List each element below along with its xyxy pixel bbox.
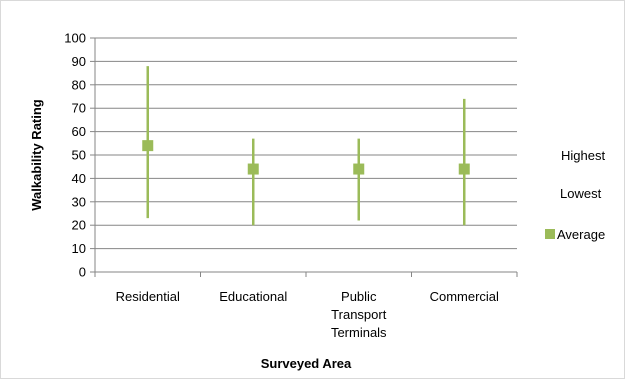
gridlines <box>95 37 517 250</box>
x-tick-label: Commercial <box>430 289 499 304</box>
y-tick-label: 0 <box>79 265 86 280</box>
x-tick-label: Public Transport Terminals <box>331 289 387 340</box>
y-tick-label: 60 <box>72 124 86 139</box>
average-marker <box>142 140 154 152</box>
y-tick-label: 100 <box>64 31 86 46</box>
data-marks <box>142 66 470 226</box>
y-tick-label: 30 <box>72 194 86 209</box>
y-tick-labels: 0 10 20 30 40 50 60 70 80 90 100 <box>64 31 86 280</box>
y-tick-label: 90 <box>72 54 86 69</box>
x-tick-label: Residential <box>116 289 180 304</box>
y-tick-label: 40 <box>72 171 86 186</box>
legend: Highest Lowest Average <box>545 148 605 242</box>
x-tick-label: Educational <box>219 289 287 304</box>
y-tick-label: 70 <box>72 101 86 116</box>
average-marker <box>247 163 259 175</box>
legend-item-average: Average <box>557 227 605 242</box>
y-tick-label: 20 <box>72 218 86 233</box>
legend-item-lowest: Lowest <box>560 186 602 201</box>
average-marker <box>458 163 470 175</box>
y-tick-label: 10 <box>72 241 86 256</box>
y-axis-title: Walkability Rating <box>29 99 44 211</box>
legend-item-highest: Highest <box>561 148 605 163</box>
average-marker <box>353 163 365 175</box>
axes <box>90 37 518 277</box>
y-tick-label: 80 <box>72 77 86 92</box>
legend-average-swatch <box>545 229 555 239</box>
x-tick-labels: Residential Educational Public Transport Ter… <box>116 289 499 340</box>
y-tick-label: 50 <box>72 148 86 163</box>
x-axis-title: Surveyed Area <box>261 356 352 371</box>
